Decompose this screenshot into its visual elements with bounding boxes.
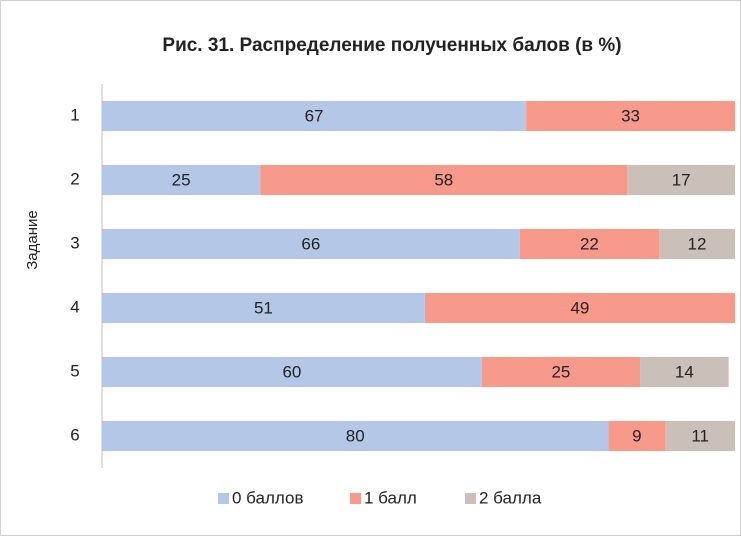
- y-tick-label: 4: [70, 297, 79, 316]
- bar-segment: [424, 293, 735, 323]
- data-label: 25: [551, 362, 570, 381]
- data-label: 66: [301, 234, 320, 253]
- data-label: 60: [282, 362, 301, 381]
- chart-title: Рис. 31. Распределение полученных балов …: [162, 35, 621, 56]
- data-label: 58: [434, 170, 453, 189]
- bar-segment: [102, 229, 520, 259]
- data-label: 14: [675, 362, 694, 381]
- bar-segment: [665, 421, 735, 451]
- data-label: 22: [580, 234, 599, 253]
- data-label: 25: [172, 170, 191, 189]
- data-label: 17: [672, 170, 691, 189]
- legend-label: 1 балл: [364, 488, 417, 507]
- legend-label: 2 балла: [479, 488, 542, 507]
- y-tick-label: 2: [70, 169, 79, 188]
- bar-segment: [608, 421, 666, 451]
- y-tick-label: 5: [70, 361, 79, 380]
- bar-segment: [102, 101, 527, 131]
- y-tick-label: 1: [70, 105, 79, 124]
- data-label: 49: [570, 298, 589, 317]
- legend-swatch: [350, 493, 361, 504]
- bar-segment: [102, 421, 609, 451]
- legend-swatch: [465, 493, 476, 504]
- bar-segment: [260, 165, 628, 195]
- y-axis-label: Задание: [24, 210, 41, 270]
- bar-segment: [519, 229, 660, 259]
- y-tick-label: 3: [70, 233, 79, 252]
- bar-segment: [659, 229, 735, 259]
- bar-segment: [627, 165, 735, 195]
- legend-label: 0 баллов: [232, 488, 304, 507]
- bar-segment: [481, 357, 641, 387]
- y-tick-label: 6: [70, 425, 79, 444]
- bar-segment: [102, 357, 482, 387]
- data-label: 11: [691, 426, 709, 445]
- bar-segment: [102, 165, 261, 195]
- bar-segment: [526, 101, 735, 131]
- data-label: 67: [305, 106, 324, 125]
- data-label: 12: [688, 234, 707, 253]
- bar-segment: [102, 293, 425, 323]
- legend-swatch: [218, 493, 229, 504]
- data-label: 33: [621, 106, 640, 125]
- data-label: 51: [254, 298, 273, 317]
- data-label: 80: [346, 426, 365, 445]
- data-label: 9: [632, 426, 641, 445]
- bar-segment: [640, 357, 729, 387]
